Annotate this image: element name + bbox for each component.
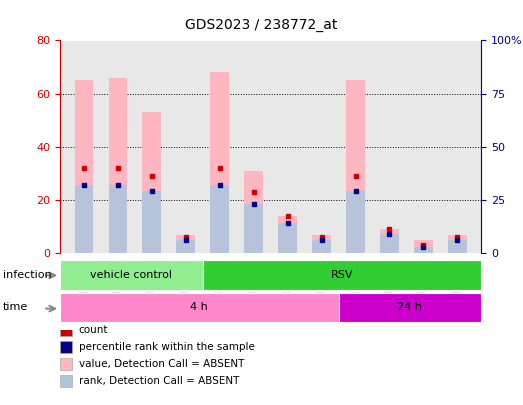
Bar (60, 260, 203, 290)
Bar (414, 247, 433, 253)
Bar (60, 293, 338, 322)
Bar (278, 216, 297, 253)
Bar (380, 229, 399, 253)
Bar (142, 112, 161, 253)
Bar (60, 341, 72, 354)
Text: rank, Detection Call = ABSENT: rank, Detection Call = ABSENT (78, 376, 239, 386)
Bar (448, 241, 467, 253)
Bar (448, 234, 467, 253)
Bar (380, 234, 399, 253)
Bar (244, 204, 263, 253)
Text: GDS2023 / 238772_at: GDS2023 / 238772_at (185, 18, 338, 32)
Bar (346, 80, 365, 253)
Bar (312, 234, 331, 253)
Bar (60, 324, 72, 337)
Bar (210, 185, 229, 253)
Bar (176, 241, 195, 253)
Bar (414, 240, 433, 253)
Text: percentile rank within the sample: percentile rank within the sample (78, 342, 254, 352)
Bar (75, 185, 93, 253)
Text: 4 h: 4 h (190, 303, 208, 312)
Bar (244, 171, 263, 253)
Bar (176, 234, 195, 253)
Text: value, Detection Call = ABSENT: value, Detection Call = ABSENT (78, 359, 244, 369)
Bar (60, 375, 72, 388)
Bar (346, 192, 365, 253)
Text: time: time (3, 303, 28, 312)
Bar (210, 72, 229, 253)
Bar (338, 293, 481, 322)
Text: infection: infection (3, 270, 51, 279)
Bar (203, 260, 481, 290)
Bar (142, 192, 161, 253)
Bar (278, 224, 297, 253)
Text: vehicle control: vehicle control (90, 270, 173, 280)
Bar (109, 185, 127, 253)
Bar (312, 241, 331, 253)
Bar (109, 78, 127, 253)
Text: count: count (78, 325, 108, 335)
Bar (60, 358, 72, 371)
Bar (75, 80, 93, 253)
Text: 24 h: 24 h (397, 303, 422, 312)
Text: RSV: RSV (331, 270, 353, 280)
